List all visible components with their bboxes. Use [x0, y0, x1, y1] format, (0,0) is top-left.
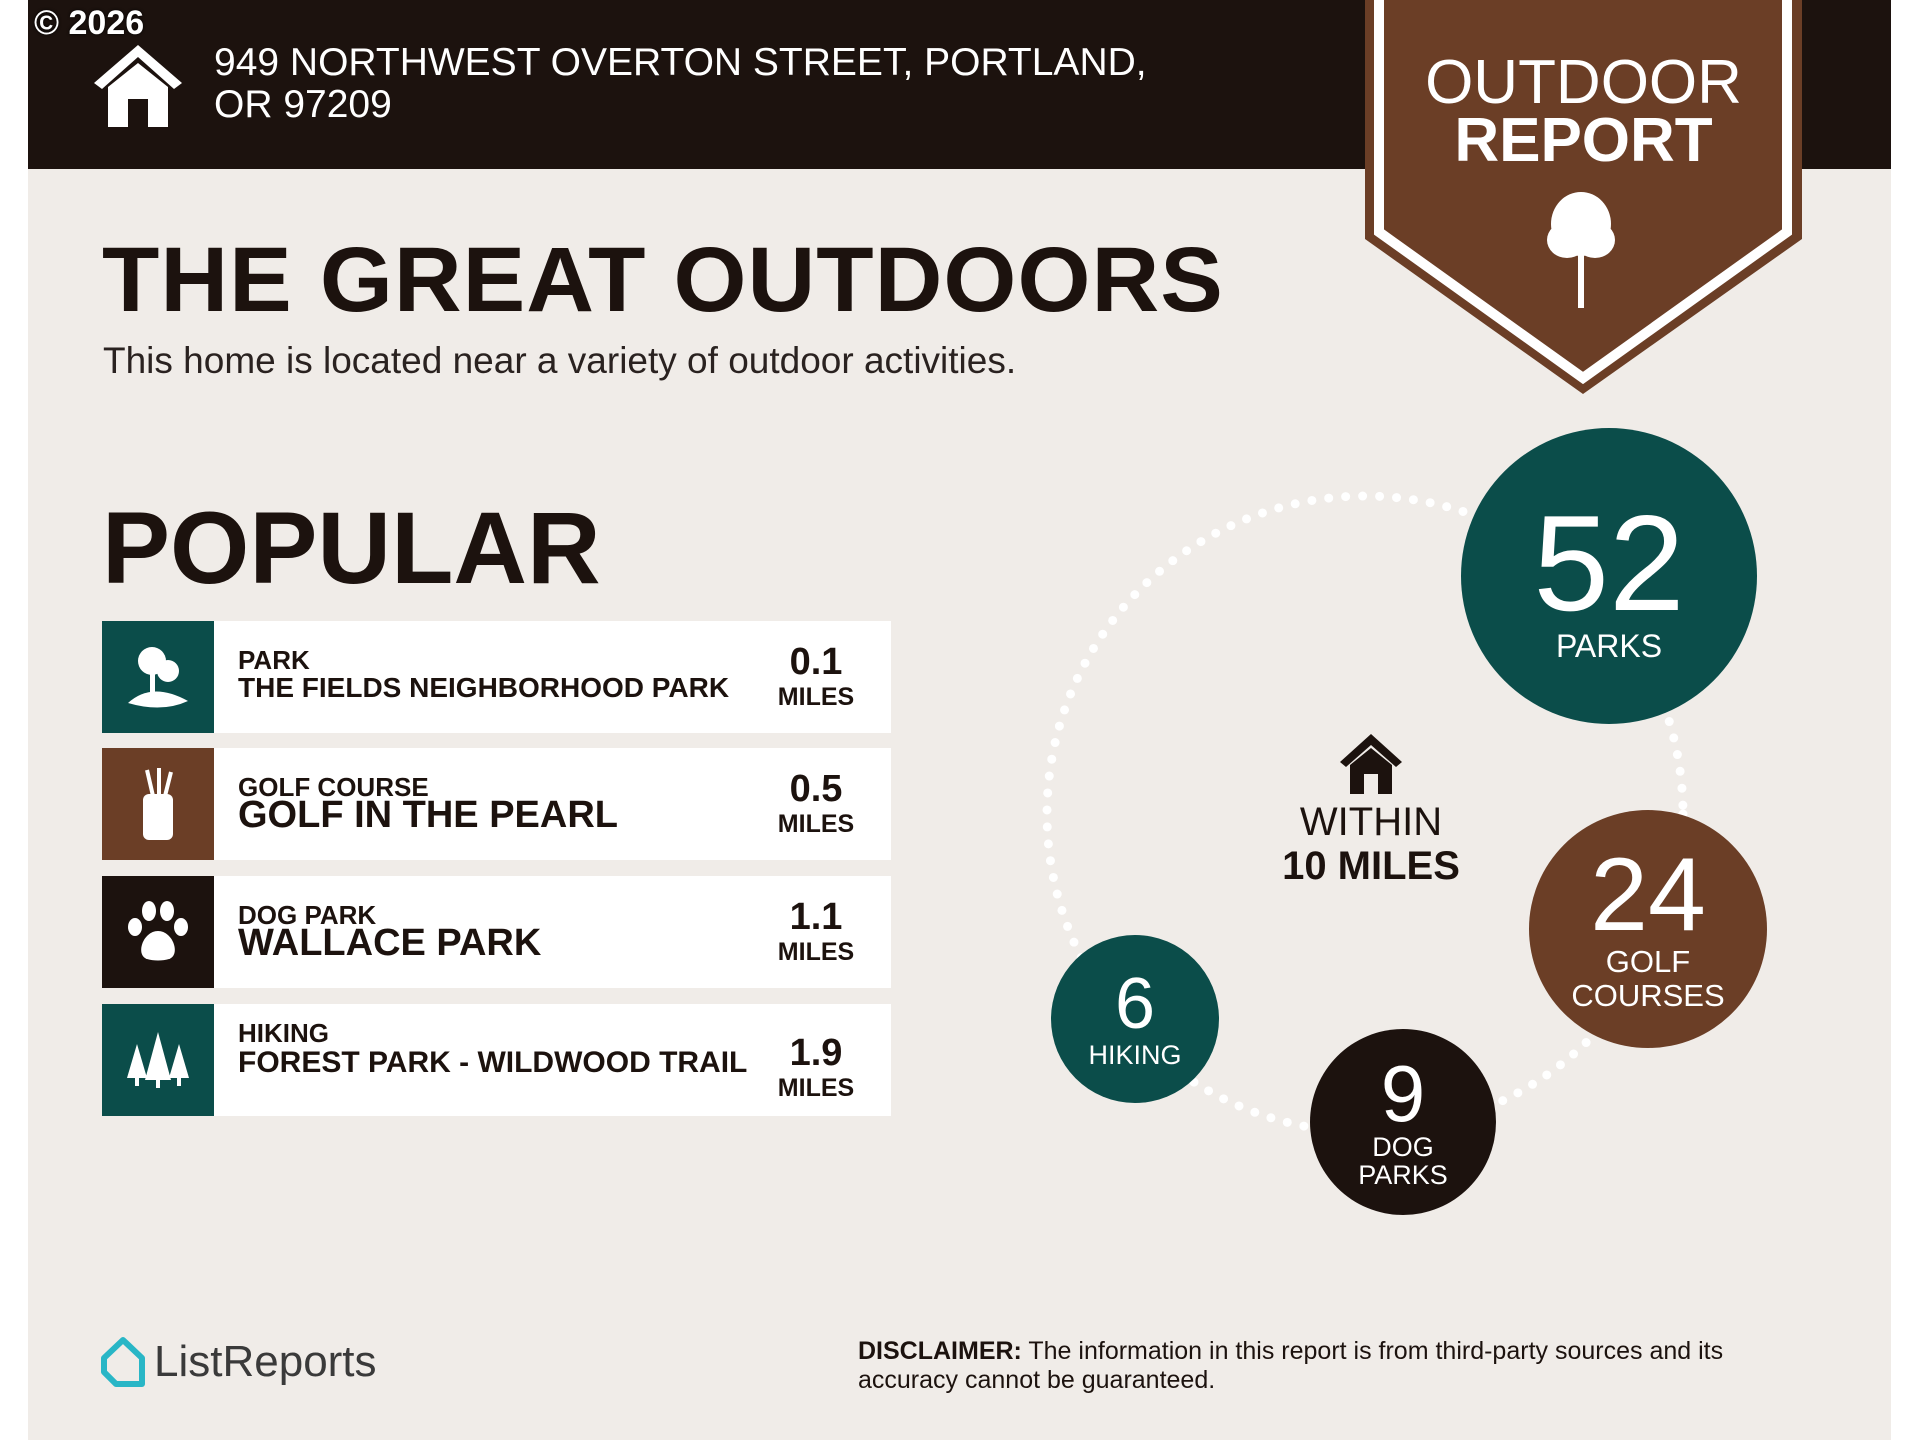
item-name: WALLACE PARK: [238, 922, 542, 964]
banner-line2: REPORT: [1454, 106, 1713, 175]
item-category: HIKING: [238, 1018, 329, 1048]
distance-unit: MILES: [777, 683, 855, 711]
dotted-ring: [1042, 491, 1688, 1137]
dog-parks-count-circle: 9 DOG PARKS: [1310, 1029, 1496, 1215]
page-title: THE GREAT OUTDOORS: [102, 229, 1224, 331]
golf-label1: GOLF: [1605, 944, 1691, 979]
list-item-dog-park[interactable]: DOG PARK WALLACE PARK 1.1 MILES: [102, 876, 891, 988]
disclaimer: DISCLAIMER: The information in this repo…: [858, 1337, 1818, 1395]
disclaimer-text: The information in this report is from t…: [858, 1337, 1724, 1394]
disclaimer-label: DISCLAIMER:: [858, 1337, 1022, 1365]
distance-value: 1.1: [789, 896, 843, 938]
list-item-park[interactable]: PARK THE FIELDS NEIGHBORHOOD PARK 0.1 MIL…: [102, 621, 891, 733]
list-item-golf[interactable]: GOLF COURSE GOLF IN THE PEARL 0.5 MILES: [102, 748, 891, 860]
distance-unit: MILES: [777, 938, 855, 966]
popular-heading: POPULAR: [102, 491, 601, 605]
home-icon: [1340, 734, 1402, 794]
hiking-label: HIKING: [1088, 1039, 1182, 1070]
hiking-count-circle: 6 HIKING: [1051, 935, 1219, 1103]
item-name: FOREST PARK - WILDWOOD TRAIL: [238, 1046, 748, 1079]
item-distance: 0.5 MILES: [761, 768, 871, 839]
tree-icon: [1547, 192, 1615, 308]
trees-icon: [102, 1004, 214, 1116]
distance-unit: MILES: [777, 810, 855, 838]
golf-count: 24: [1590, 837, 1706, 953]
distance-value: 0.1: [789, 641, 843, 683]
item-distance: 0.1 MILES: [761, 641, 871, 712]
copyright: © 2026: [34, 4, 145, 42]
within-radius: WITHIN 10 MILES: [1251, 800, 1491, 888]
house-icon: [94, 45, 182, 127]
dog-label2: PARKS: [1358, 1160, 1448, 1190]
distance-value: 0.5: [789, 768, 843, 810]
item-name: THE FIELDS NEIGHBORHOOD PARK: [238, 672, 730, 703]
dog-label1: DOG: [1372, 1132, 1434, 1162]
item-category: DOG PARK: [238, 900, 377, 930]
logo-text: ListReports: [154, 1337, 377, 1386]
property-address: 949 NORTHWEST OVERTON STREET, PORTLAND, …: [214, 41, 1147, 126]
paw-icon: [102, 876, 214, 988]
within-line2: 10 MILES: [1282, 844, 1460, 888]
park-icon: [102, 621, 214, 733]
banner-line1: OUTDOOR: [1425, 48, 1742, 117]
golf-label2: COURSES: [1571, 978, 1725, 1013]
dog-count: 9: [1380, 1049, 1426, 1138]
golf-count-circle: 24 GOLF COURSES: [1529, 810, 1767, 1048]
parks-label: PARKS: [1555, 627, 1663, 664]
golf-bag-icon: [102, 748, 214, 860]
listreports-logo-icon: [101, 1337, 145, 1387]
parks-count: 52: [1533, 486, 1685, 639]
distance-unit: MILES: [777, 1074, 855, 1102]
item-distance: 1.1 MILES: [761, 896, 871, 967]
list-item-hiking[interactable]: HIKING FOREST PARK - WILDWOOD TRAIL 1.9 M…: [102, 1004, 891, 1116]
banner-text: OUTDOOR REPORT: [1365, 48, 1802, 175]
page-subtitle: This home is located near a variety of o…: [103, 340, 1017, 381]
item-distance: 1.9 MILES: [761, 1032, 871, 1103]
within-line1: WITHIN: [1299, 800, 1443, 844]
item-name: GOLF IN THE PEARL: [238, 794, 618, 836]
parks-count-circle: 52 PARKS: [1461, 428, 1757, 724]
item-category: GOLF COURSE: [238, 772, 429, 802]
listreports-logo: ListReports: [100, 1336, 377, 1388]
hiking-count: 6: [1114, 963, 1156, 1044]
distance-value: 1.9: [789, 1032, 843, 1074]
item-category: PARK: [238, 645, 310, 675]
